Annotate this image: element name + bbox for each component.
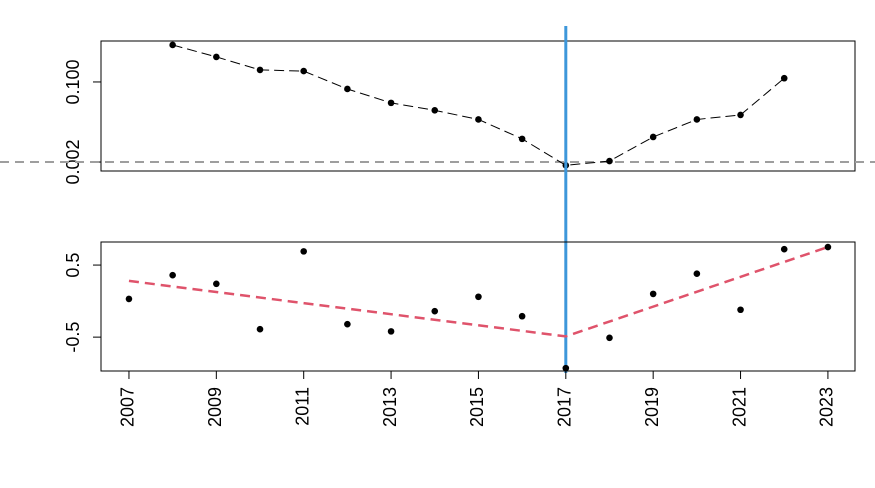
data-point [649, 290, 657, 298]
data-point [431, 107, 439, 114]
data-point [169, 41, 176, 49]
data-point [649, 133, 657, 141]
data-point [169, 271, 176, 279]
fit-line [128, 245, 829, 338]
data-point [300, 67, 307, 75]
data-point [475, 293, 482, 301]
data-point [693, 116, 701, 123]
data-point [780, 74, 788, 82]
data-point [125, 295, 133, 303]
data-point [737, 111, 744, 119]
data-point [387, 328, 395, 335]
data-point [518, 135, 526, 143]
data-point [300, 248, 307, 255]
data-point [213, 280, 220, 288]
data-point [824, 243, 832, 251]
x-tick-label: 2007 [118, 387, 138, 427]
x-tick-label: 2019 [642, 387, 662, 427]
data-point [606, 334, 613, 342]
y-tick-label: 0.5 [63, 253, 83, 278]
data-point [737, 306, 744, 314]
data-point [518, 312, 526, 320]
data-point [344, 85, 351, 93]
data-point [213, 53, 220, 61]
x-tick-label: 2009 [205, 387, 225, 427]
data-point [606, 157, 613, 165]
plot-box [100, 40, 856, 172]
data-point [693, 270, 701, 278]
data-point [256, 66, 264, 74]
x-tick-label: 2017 [555, 387, 575, 427]
data-point [387, 99, 395, 107]
x-tick-label: 2013 [380, 387, 400, 427]
x-tick-label: 2015 [467, 387, 487, 427]
data-point [344, 320, 351, 328]
data-point [256, 325, 264, 333]
data-point [780, 245, 788, 253]
data-point [562, 364, 570, 372]
series-line [172, 44, 785, 166]
plot-box [100, 241, 856, 372]
data-point [475, 116, 482, 123]
y-tick-label: -0.5 [63, 322, 83, 353]
y-tick-label: 0.002 [63, 140, 83, 185]
data-point [431, 307, 439, 315]
x-tick-label: 2011 [292, 387, 312, 426]
x-tick-label: 2023 [817, 387, 837, 427]
x-tick-label: 2021 [729, 387, 749, 427]
y-tick-label: 0.100 [63, 59, 83, 104]
